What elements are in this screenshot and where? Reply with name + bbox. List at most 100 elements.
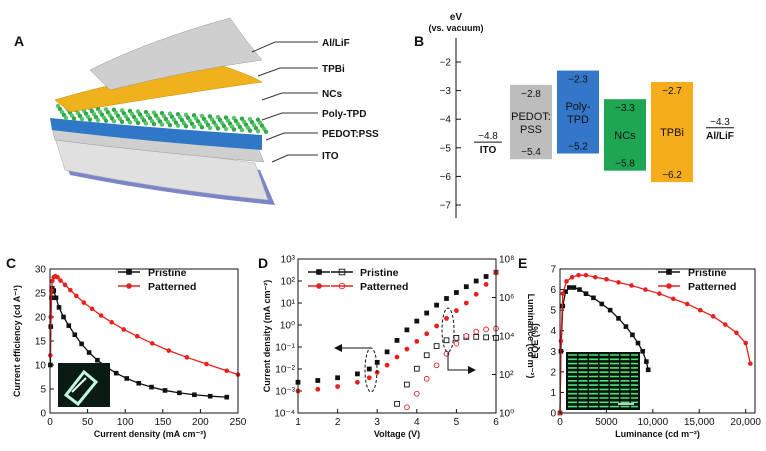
panel-a-letter: A: [14, 33, 24, 49]
data-point: [571, 285, 577, 290]
data-point: [483, 282, 489, 287]
data-point: [576, 272, 581, 278]
x-tick-label: 2: [335, 417, 341, 428]
band-name: NCs: [614, 130, 636, 142]
data-point: [583, 272, 589, 278]
data-point: [394, 400, 400, 407]
data-point: [95, 357, 100, 363]
nc-dot: [175, 123, 181, 128]
plot-frame: [49, 268, 239, 414]
data-point: [79, 341, 84, 347]
y-tick-label: 10: [35, 361, 47, 372]
y-tick-label: 0: [40, 409, 46, 420]
data-point: [616, 280, 621, 285]
data-point: [748, 361, 753, 366]
inset-image-e: [566, 352, 640, 410]
x-tick-label: 3: [374, 417, 380, 428]
data-point: [433, 343, 440, 349]
data-point: [558, 338, 564, 344]
axis-title-ev: eV: [450, 12, 463, 23]
data-point: [433, 362, 440, 369]
panel-b: B eV (vs. vacuum) −2 −3 −4 −5 −6 −7 −2.8 −5.4 P…: [414, 12, 734, 218]
x-tick-label: 5000: [595, 417, 618, 428]
band-1: [557, 70, 599, 154]
nc-dot: [63, 115, 69, 121]
x-tick-label: 6: [493, 417, 499, 428]
polytpd-layer: [50, 118, 262, 150]
data-point: [473, 291, 479, 297]
x-tick-label: 0: [47, 417, 53, 428]
nc-dot: [127, 120, 133, 125]
nc-dot: [183, 124, 189, 129]
x-tick-label: 5: [454, 417, 460, 428]
y-tick-label: 10¹: [281, 299, 296, 310]
data-point: [89, 306, 95, 312]
nc-dot: [215, 126, 221, 131]
data-point: [366, 375, 372, 381]
y-tick-label: 10⁻²: [275, 365, 295, 376]
nc-dot: [151, 121, 157, 127]
arrow-right: [447, 352, 470, 371]
x-tick-label: 100: [117, 417, 134, 428]
x-tick-label: 1: [295, 417, 301, 428]
data-point: [149, 341, 155, 346]
data-point: [394, 354, 400, 360]
data-point: [563, 289, 568, 294]
nc-dot: [111, 119, 117, 124]
nc-dot: [223, 126, 229, 132]
data-point: [315, 378, 321, 383]
data-point: [473, 278, 479, 284]
y-tick-label: 10⁻⁴: [274, 409, 295, 420]
data-point: [207, 393, 213, 399]
data-point: [434, 302, 439, 308]
data-point: [366, 366, 372, 372]
data-point: [126, 283, 132, 289]
data-point: [697, 307, 703, 313]
data-point: [355, 379, 360, 385]
data-point: [58, 278, 63, 283]
data-point: [473, 328, 480, 335]
chart-e: 0 5000 10,000 15,000 20,000 0 1 2 3 4 5 6 7 Luminance…: [530, 265, 761, 440]
data-point: [48, 314, 54, 320]
band-2: [604, 99, 646, 171]
panel-a: A Al/LiF TPBi NCs Poly-TPD PEDOT:PSS ITO: [14, 17, 379, 205]
x-axis-label: Voltage (V): [374, 429, 420, 439]
legend-label: Pristine: [688, 267, 727, 279]
y-tick-label: 5: [550, 306, 556, 317]
y-tick-label: 0: [550, 409, 556, 420]
axis-subtitle: (vs. vacuum): [428, 23, 483, 33]
data-point: [55, 274, 60, 280]
data-point: [124, 376, 130, 381]
data-point: [443, 337, 450, 344]
data-point: [564, 279, 569, 284]
y-axis-label: Current density (mA cm⁻²): [262, 280, 272, 392]
data-point: [113, 370, 119, 376]
alif-label: Al/LiF: [706, 131, 734, 142]
data-point: [657, 291, 662, 296]
data-point: [583, 291, 589, 296]
data-point: [61, 314, 66, 320]
data-point: [640, 348, 645, 354]
x-tick-label: 15,000: [684, 417, 715, 428]
x-tick-label: 0: [557, 417, 563, 428]
band-bottom-label: −5.4: [521, 147, 541, 158]
data-point: [394, 337, 400, 343]
band-0: [510, 84, 552, 160]
x-tick-label: 4: [414, 417, 420, 428]
data-point: [670, 296, 676, 302]
nc-dot: [143, 121, 149, 126]
energy-tick-label: −2: [440, 58, 452, 69]
y-tick-label: 1: [550, 388, 556, 399]
band-top-label: −2.3: [568, 75, 588, 86]
energy-tick-label: −3: [440, 86, 452, 97]
y2-axis-label: Luminance (cd m⁻²): [526, 294, 536, 379]
energy-bands: −2.8 −5.4 PEDOT:PSS −2.3 −5.2 Poly-TPD −3.3 −5.…: [510, 70, 693, 183]
data-point: [591, 295, 596, 301]
energy-ticks: −2 −3 −4 −5 −6 −7: [440, 58, 461, 212]
series-line: [49, 275, 239, 376]
data-point: [224, 368, 230, 374]
nc-dot: [135, 120, 141, 126]
data-point: [463, 333, 470, 339]
y-axis-label: Current efficiency (cd A⁻¹): [12, 285, 22, 397]
data-point: [623, 324, 629, 329]
